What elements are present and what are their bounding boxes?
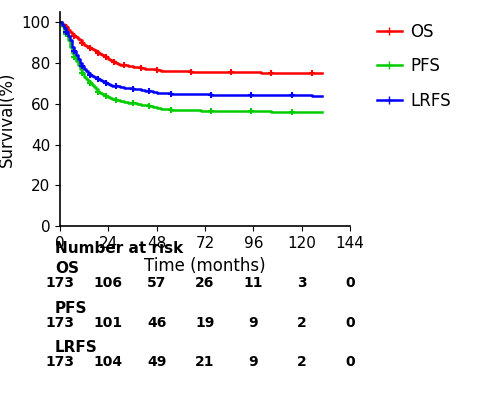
Text: 49: 49 [147, 355, 167, 369]
Text: 26: 26 [196, 276, 214, 290]
Text: Number at risk: Number at risk [55, 241, 183, 256]
X-axis label: Time (months): Time (months) [144, 256, 266, 275]
Text: 2: 2 [297, 316, 306, 330]
Text: 104: 104 [94, 355, 123, 369]
Text: 46: 46 [147, 316, 167, 330]
Legend: OS, PFS, LRFS: OS, PFS, LRFS [370, 16, 457, 117]
Y-axis label: Survival(%): Survival(%) [0, 71, 16, 167]
Text: 9: 9 [248, 355, 258, 369]
Text: LRFS: LRFS [55, 340, 98, 355]
Text: 0: 0 [345, 276, 355, 290]
Text: OS: OS [55, 261, 79, 276]
Text: 21: 21 [195, 355, 215, 369]
Text: 9: 9 [248, 316, 258, 330]
Text: 0: 0 [345, 316, 355, 330]
Text: 0: 0 [345, 355, 355, 369]
Text: 57: 57 [147, 276, 167, 290]
Text: 173: 173 [46, 316, 74, 330]
Text: 19: 19 [196, 316, 214, 330]
Text: PFS: PFS [55, 301, 88, 316]
Text: 173: 173 [46, 355, 74, 369]
Text: 11: 11 [244, 276, 263, 290]
Text: 101: 101 [94, 316, 123, 330]
Text: 3: 3 [297, 276, 306, 290]
Text: 106: 106 [94, 276, 123, 290]
Text: 173: 173 [46, 276, 74, 290]
Text: 2: 2 [297, 355, 306, 369]
